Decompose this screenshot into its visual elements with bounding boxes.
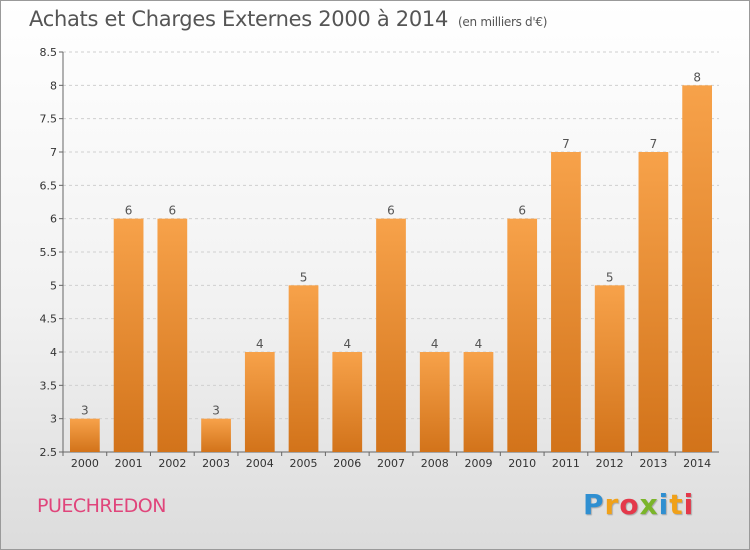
- data-label-2006: 4: [343, 337, 351, 351]
- x-tick-label-2005: 2005: [290, 457, 318, 470]
- bar-2005: [288, 285, 319, 452]
- data-label-2008: 4: [431, 337, 439, 351]
- bar-2004: [244, 352, 275, 452]
- logo-letter: x: [639, 488, 659, 521]
- data-labels: 3 6 6 3 4 5 4 6 4 4 6 7 5 7 8: [81, 70, 701, 417]
- data-label-2011: 7: [562, 137, 570, 151]
- x-tick-label-2014: 2014: [683, 457, 711, 470]
- data-label-2007: 6: [387, 204, 395, 218]
- bar-2000: [69, 418, 100, 452]
- x-tick-label-2004: 2004: [246, 457, 274, 470]
- y-tick-label: 8: [50, 79, 57, 92]
- logo-letter: P: [583, 488, 605, 521]
- bar-2008: [419, 352, 450, 452]
- bar-2013: [638, 152, 669, 452]
- y-tick-label: 3: [50, 413, 57, 426]
- y-tick-label: 5.5: [40, 246, 58, 259]
- bar-2007: [376, 218, 406, 452]
- data-label-2005: 5: [300, 270, 308, 284]
- y-tick-labels: 2.5 3 3.5 4 4.5 5 5.5 6 6.5 7 7.5 8 8.5: [40, 46, 58, 459]
- x-tick-label-2011: 2011: [552, 457, 580, 470]
- data-label-2000: 3: [81, 404, 89, 418]
- logo-letter: r: [604, 488, 620, 521]
- chart-title: Achats et Charges Externes 2000 à 2014 (e…: [29, 7, 547, 31]
- logo-letter: t: [669, 488, 684, 521]
- data-label-2001: 6: [125, 204, 133, 218]
- bar-2001: [113, 218, 144, 452]
- data-label-2003: 3: [212, 404, 220, 418]
- y-tick-label: 8.5: [40, 46, 58, 59]
- chart-title-unit: (en milliers d'€): [458, 15, 548, 29]
- x-tick-label-2009: 2009: [464, 457, 492, 470]
- data-label-2013: 7: [650, 137, 658, 151]
- x-tick-label-2003: 2003: [202, 457, 230, 470]
- bar-2011: [551, 152, 581, 452]
- x-tick-labels: 2000 2001 2002 2003 2004 2005 2006 2007 2008 2009…: [62, 452, 711, 470]
- data-label-2010: 6: [518, 204, 526, 218]
- logo-letter: i: [683, 488, 695, 521]
- data-label-2014: 8: [693, 70, 701, 84]
- logo-letter: i: [658, 488, 670, 521]
- y-tick-label: 3.5: [40, 379, 58, 392]
- y-tick-label: 5: [50, 279, 57, 292]
- y-tick-label: 7.5: [40, 113, 58, 126]
- x-tick-label-2001: 2001: [115, 457, 143, 470]
- proxiti-logo[interactable]: Proxiti: [583, 488, 694, 521]
- logo-letter: o: [619, 488, 640, 521]
- chart-title-main: Achats et Charges Externes 2000 à 2014: [29, 7, 449, 31]
- data-label-2012: 5: [606, 270, 614, 284]
- bar-2012: [594, 285, 625, 452]
- x-tick-label-2002: 2002: [158, 457, 186, 470]
- y-tick-label: 4: [50, 346, 57, 359]
- x-tick-label-2012: 2012: [596, 457, 624, 470]
- y-tick-label: 6: [50, 213, 57, 226]
- x-tick-label-2010: 2010: [508, 457, 536, 470]
- x-tick-label-2006: 2006: [333, 457, 361, 470]
- y-tick-label: 6.5: [40, 179, 58, 192]
- data-label-2002: 6: [169, 204, 177, 218]
- x-tick-label-2000: 2000: [71, 457, 99, 470]
- bar-2014: [682, 85, 713, 452]
- x-tick-label-2008: 2008: [421, 457, 449, 470]
- x-tick-label-2007: 2007: [377, 457, 405, 470]
- y-tick-label: 7: [50, 146, 57, 159]
- bar-2009: [463, 352, 494, 452]
- commune-name: PUECHREDON: [37, 495, 166, 517]
- bars: [69, 85, 713, 452]
- bar-2002: [157, 218, 188, 452]
- data-label-2009: 4: [475, 337, 483, 351]
- y-tick-label: 4.5: [40, 313, 58, 326]
- bar-2006: [332, 352, 363, 452]
- y-tick-label: 2.5: [40, 446, 58, 459]
- bar-2010: [507, 218, 538, 452]
- x-tick-label-2013: 2013: [639, 457, 667, 470]
- data-label-2004: 4: [256, 337, 264, 351]
- bar-2003: [201, 418, 231, 452]
